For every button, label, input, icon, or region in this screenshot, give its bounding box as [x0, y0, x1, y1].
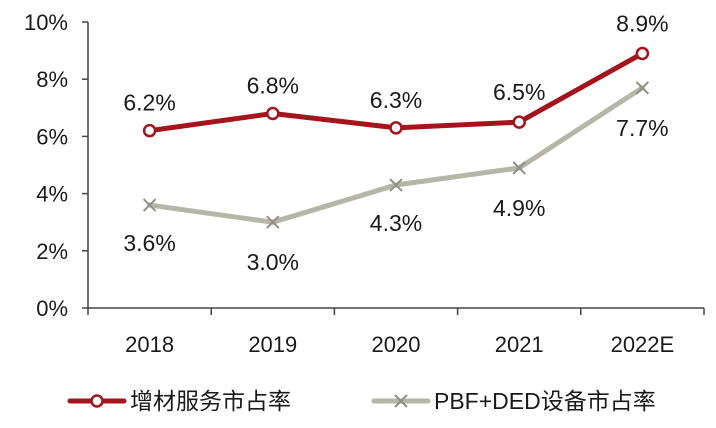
data-label: 6.2%: [123, 90, 175, 116]
x-tick-label: 2020: [372, 332, 421, 357]
y-tick-label: 4%: [36, 182, 68, 207]
legend-marker: [90, 394, 104, 408]
x-tick-label: 2022E: [611, 332, 675, 357]
y-tick-label: 0%: [36, 296, 68, 321]
x-tick-label: 2021: [495, 332, 544, 357]
data-label: 8.9%: [616, 10, 668, 36]
y-tick-label: 8%: [36, 67, 68, 92]
data-label: 6.5%: [493, 79, 545, 105]
y-tick-label: 10%: [24, 10, 68, 35]
data-point: [142, 198, 157, 212]
data-point: [512, 115, 526, 129]
legend-item: 增材服务市占率: [67, 388, 291, 414]
data-label: 3.0%: [247, 249, 299, 275]
data-point: [142, 123, 157, 138]
axes: 0% 2% 4% 6% 8% 10% 2018 2019 2020 2021 2022E: [24, 10, 705, 357]
x-tick-label: 2019: [248, 332, 297, 357]
data-label: 6.8%: [247, 73, 299, 99]
data-point: [635, 46, 650, 61]
legend: 增材服务市占率 PBF+DED设备市占率: [67, 388, 656, 414]
data-point: [389, 121, 403, 135]
data-point: [635, 81, 650, 95]
data-label: 4.3%: [370, 210, 422, 236]
data-label: 3.6%: [123, 230, 175, 256]
data-label: 6.3%: [370, 87, 422, 113]
x-tick-label: 2018: [125, 332, 174, 357]
data-point: [512, 161, 526, 175]
y-tick-label: 2%: [36, 239, 68, 264]
series-service-share: 6.2% 6.8% 6.3% 6.5% 8.9%: [123, 10, 669, 138]
data-point: [266, 215, 280, 229]
data-label: 7.7%: [616, 115, 668, 141]
legend-label: PBF+DED设备市占率: [434, 388, 656, 414]
legend-item: PBF+DED设备市占率: [371, 388, 656, 414]
y-tick-label: 6%: [36, 124, 68, 149]
legend-marker: [394, 394, 408, 408]
data-point: [266, 106, 280, 121]
data-label: 4.9%: [493, 195, 545, 221]
series-pbf-ded-share: 3.6% 3.0% 4.3% 4.9% 7.7%: [123, 81, 669, 275]
legend-label: 增材服务市占率: [130, 388, 291, 414]
data-point: [389, 178, 403, 192]
series-layer: 3.6% 3.0% 4.3% 4.9% 7.7% 6.2% 6.8% 6.3% 6.5% 8.9%: [123, 10, 668, 275]
